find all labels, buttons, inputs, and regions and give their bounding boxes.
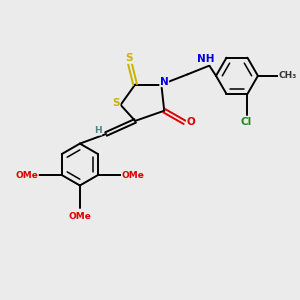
Text: H: H: [94, 126, 102, 135]
Text: NH: NH: [197, 54, 214, 64]
Text: OMe: OMe: [122, 170, 144, 179]
Text: S: S: [112, 98, 120, 109]
Text: S: S: [126, 53, 133, 63]
Text: Cl: Cl: [240, 117, 252, 127]
Text: N: N: [160, 76, 169, 87]
Text: O: O: [187, 117, 195, 128]
Text: CH₃: CH₃: [278, 71, 297, 80]
Text: OMe: OMe: [68, 212, 91, 221]
Text: OMe: OMe: [15, 170, 38, 179]
